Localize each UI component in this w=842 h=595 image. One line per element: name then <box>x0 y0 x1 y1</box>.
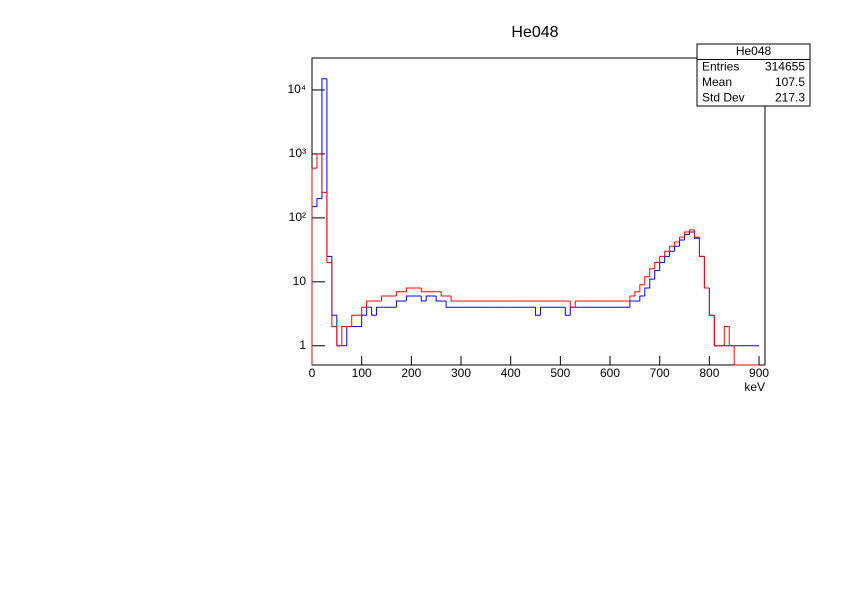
histogram-bin <box>569 301 576 308</box>
histogram-bin <box>733 345 740 366</box>
histogram-bin <box>703 256 710 289</box>
y-tick-label: 10 <box>293 274 307 288</box>
x-tick-label: 200 <box>401 366 421 380</box>
histogram-bin <box>629 295 635 302</box>
histogram-bin <box>435 295 442 302</box>
x-axis-label: keV <box>744 380 765 394</box>
histogram-bin <box>674 241 680 247</box>
x-tick-label: 900 <box>749 366 769 380</box>
histogram-bin <box>669 245 675 252</box>
histogram-bin <box>361 306 367 316</box>
histogram-bin <box>381 295 387 302</box>
histogram-bin <box>664 250 670 257</box>
histogram-bin <box>326 192 332 264</box>
histogram-bin <box>445 301 452 308</box>
x-tick-label: 0 <box>309 366 316 380</box>
histogram-bin <box>574 300 581 308</box>
histogram-bin <box>405 295 412 302</box>
histogram-bin <box>649 278 655 289</box>
histogram-bin <box>689 229 695 233</box>
histogram-bin <box>674 245 680 252</box>
histogram-bin <box>535 307 541 316</box>
stats-label: Std Dev <box>702 90 745 104</box>
histogram-bin <box>440 291 447 297</box>
histogram-bin <box>321 153 327 193</box>
histogram-bin <box>644 276 650 285</box>
stats-label: Entries <box>702 59 739 73</box>
histogram-bin <box>425 295 432 302</box>
histogram-bin <box>366 300 372 308</box>
histogram-bin <box>371 307 377 316</box>
histogram-bin <box>331 262 337 328</box>
stats-label: Mean <box>702 75 732 89</box>
histogram-bin <box>669 250 675 257</box>
y-tick-label: 1 <box>299 338 306 352</box>
histogram-bin <box>644 287 650 296</box>
histogram-bin <box>405 287 412 292</box>
histogram-bin <box>311 167 317 365</box>
y-tick-label: 10⁴ <box>287 82 306 96</box>
x-tick-label: 700 <box>650 366 670 380</box>
histogram-bin <box>539 306 546 316</box>
histogram-bin <box>713 315 720 347</box>
histogram-bin <box>654 262 660 269</box>
x-tick-label: 600 <box>600 366 620 380</box>
stats-value: 107.5 <box>775 75 805 89</box>
histogram-bin <box>649 268 655 277</box>
histogram-bin <box>639 284 645 292</box>
chart-title: He048 <box>511 24 558 41</box>
histogram-bin <box>679 236 685 242</box>
histogram-bin <box>684 231 690 238</box>
x-tick-label: 100 <box>352 366 372 380</box>
stats-value: 217.3 <box>775 90 805 104</box>
x-tick-label: 500 <box>550 366 570 380</box>
histogram-bin <box>336 326 342 347</box>
histogram-bin <box>341 326 347 346</box>
stats-value: 314655 <box>765 59 805 73</box>
histogram-bin <box>723 326 730 346</box>
histogram-bin <box>395 300 402 308</box>
x-tick-label: 300 <box>451 366 471 380</box>
histogram-bin <box>351 314 357 327</box>
histogram-bin <box>659 255 665 263</box>
histogram-bin <box>395 291 402 296</box>
histogram-bin <box>376 306 382 316</box>
histogram-bin <box>639 295 645 302</box>
histogram-bin <box>698 237 705 257</box>
histogram-bin <box>634 291 640 296</box>
histogram-bin <box>316 198 322 207</box>
histogram-bin <box>654 270 660 280</box>
histogram-bin <box>450 295 457 302</box>
y-tick-label: 10³ <box>289 146 306 160</box>
x-tick-label: 800 <box>699 366 719 380</box>
histogram-bin <box>693 229 700 238</box>
x-tick-label: 400 <box>501 366 521 380</box>
stats-title: He048 <box>736 44 772 58</box>
histogram-bin <box>420 288 427 293</box>
histogram-bin <box>420 295 427 302</box>
y-tick-label: 10² <box>289 210 306 224</box>
histogram-bin <box>564 307 571 316</box>
histogram-bin <box>728 326 735 347</box>
histogram-bin <box>708 288 715 316</box>
histogram-bin <box>316 153 322 169</box>
stats-box <box>696 43 811 107</box>
